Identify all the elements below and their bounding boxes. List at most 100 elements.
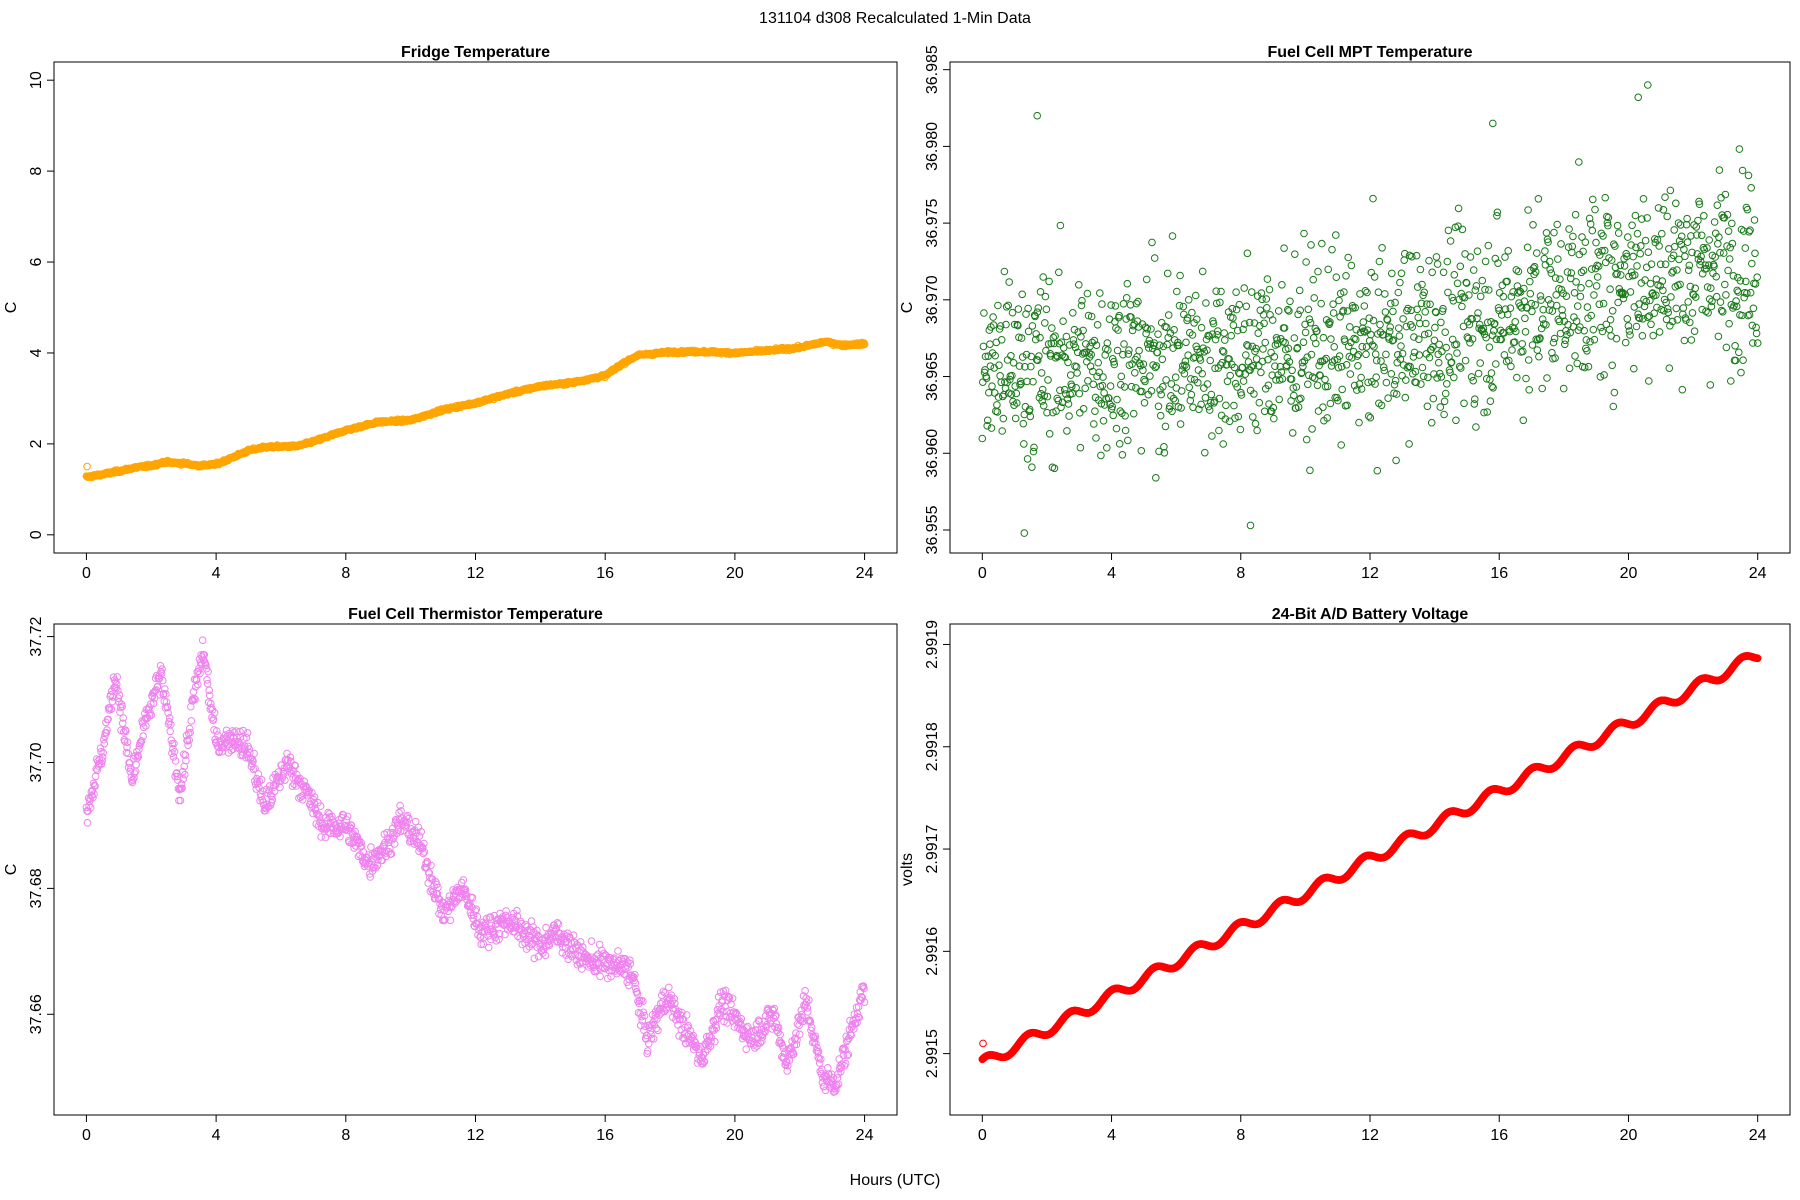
data-point: [1559, 384, 1568, 393]
data-point: [1184, 296, 1193, 304]
data-point: [614, 947, 622, 955]
data-point: [1525, 386, 1533, 394]
data-point: [1022, 350, 1031, 359]
data-point: [1487, 369, 1496, 377]
data-point: [1084, 377, 1092, 385]
data-point: [1372, 373, 1380, 382]
data-point: [1453, 279, 1462, 288]
data-point: [1728, 239, 1737, 248]
data-point: [1382, 350, 1390, 359]
data-point: [1110, 360, 1119, 369]
data-point: [1029, 377, 1037, 386]
data-point: [1749, 304, 1758, 313]
data-point: [1458, 302, 1466, 311]
data-point: [1116, 407, 1124, 415]
data-point: [1304, 305, 1313, 314]
data-point: [1254, 329, 1262, 338]
data-point: [1160, 449, 1169, 457]
data-point: [1694, 216, 1702, 225]
data-point: [1553, 220, 1561, 229]
data-point: [1751, 249, 1759, 258]
data-point: [1575, 158, 1583, 166]
data-point: [1096, 289, 1104, 297]
data-point: [1399, 315, 1407, 323]
data-point: [1008, 308, 1017, 317]
data-point: [1124, 436, 1132, 445]
data-point: [1473, 247, 1482, 255]
data-point: [1369, 194, 1377, 203]
data-point: [1317, 299, 1325, 308]
data-point: [1521, 314, 1529, 323]
data-point: [1106, 382, 1115, 390]
data-point: [1242, 302, 1251, 311]
data-point: [1086, 362, 1095, 371]
data-point: [1154, 330, 1162, 339]
data-point: [1168, 232, 1177, 240]
data-point: [1090, 336, 1099, 345]
data-point: [1043, 408, 1051, 417]
data-point: [1724, 266, 1732, 275]
data-point: [1173, 287, 1181, 296]
data-point: [1670, 226, 1678, 234]
data-point: [1175, 341, 1183, 350]
data-point: [1164, 333, 1172, 342]
data-point: [1628, 221, 1636, 230]
data-point: [1274, 307, 1283, 315]
data-point: [1606, 285, 1614, 294]
data-point: [1684, 298, 1692, 306]
data-point: [1002, 320, 1010, 329]
data-point: [1222, 401, 1230, 410]
data-point: [1150, 254, 1159, 262]
data-point: [998, 427, 1007, 435]
data-point: [1533, 249, 1541, 257]
data-point: [1000, 267, 1009, 276]
y-tick-label: 0: [28, 530, 45, 539]
data-point: [1180, 369, 1189, 378]
chart-title: Fridge Temperature: [401, 44, 550, 61]
data-point: [1354, 362, 1362, 370]
data-point: [1088, 338, 1096, 347]
data-point: [1097, 451, 1105, 460]
data-point: [1716, 298, 1725, 306]
x-tick-label: 24: [856, 1127, 874, 1144]
data-point: [1270, 353, 1279, 361]
data-point: [1291, 250, 1299, 258]
data-point: [1370, 273, 1379, 281]
data-point: [367, 843, 375, 851]
data-point: [1571, 210, 1580, 219]
data-point: [1121, 426, 1130, 435]
data-point: [1314, 407, 1323, 415]
data-point: [1146, 340, 1155, 348]
data-point: [1054, 396, 1063, 405]
x-tick-label: 24: [1749, 565, 1767, 582]
data-point: [1129, 321, 1137, 330]
data-point: [1685, 261, 1694, 270]
data-point: [1127, 382, 1136, 391]
data-point: [1036, 333, 1044, 342]
data-point: [1119, 300, 1128, 308]
data-point: [1722, 291, 1730, 299]
data-point: [1638, 332, 1647, 340]
data-point: [1064, 400, 1073, 408]
data-point: [1524, 206, 1532, 214]
data-point: [1011, 414, 1020, 423]
data-point: [1624, 233, 1632, 241]
data-point: [1170, 326, 1178, 334]
data-point: [1035, 352, 1043, 360]
data-point: [1034, 304, 1043, 312]
data-point: [205, 691, 214, 700]
data-point: [1220, 329, 1228, 337]
data-point: [1135, 346, 1143, 355]
data-point: [1478, 276, 1487, 285]
data-point: [1589, 195, 1597, 204]
y-tick-label: 2.9919: [924, 620, 941, 669]
data-point: [989, 313, 997, 321]
data-point: [1450, 373, 1458, 382]
data-point: [1492, 360, 1500, 368]
data-point: [654, 1026, 662, 1035]
data-point: [1337, 441, 1345, 449]
data-point: [1155, 447, 1163, 456]
data-point: [1535, 352, 1543, 361]
